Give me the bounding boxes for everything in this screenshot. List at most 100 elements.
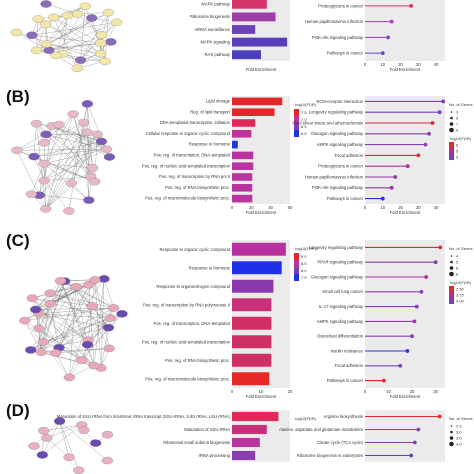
bar-chart: Maturation of SSU-rRNA from tricistronic… [57,410,317,462]
network-node [28,442,40,450]
network-node [44,300,56,308]
legend-level: 7.5 [301,110,307,115]
network-edge [34,141,102,157]
network-node [38,176,50,185]
legend-size-label: 3.5 [456,436,462,441]
legend-size-dot [449,266,454,270]
lollipop-point [405,164,410,169]
network-edge [58,307,114,348]
lollipop-point [430,121,435,125]
bar-category-label: Maturation of SSU-rRNA from tricistronic… [57,414,231,419]
lollipop-point [410,334,414,339]
network-edge [24,320,70,378]
legend-size-label: 4.0 [456,442,462,447]
network-node [103,344,115,353]
lollipop-category-label: Glucagon signaling pathway [311,274,364,279]
network-node [101,456,113,465]
lollipop-point [412,319,417,324]
panel-3: (D) Maturation of SSU-rRNA from tricistro… [6,401,473,474]
bar [232,151,254,160]
network-edge [45,141,102,209]
network-edge [87,307,114,341]
panel-letter: (C) [6,231,30,250]
lollipop-color-legend-title: -log10(FDR) [449,280,472,285]
legend-size-dot [449,122,454,126]
network-edge [44,122,84,143]
network-node [37,338,50,346]
legend-level: 8.5 [301,261,307,266]
network-edge [100,278,105,368]
network-edge [41,305,93,353]
network-edge [33,123,37,157]
bar-legend-title: -log10(FDR) [294,246,317,251]
network-node [11,146,23,155]
bar [232,261,282,275]
bar [232,108,275,116]
network-node [100,145,113,153]
network-node [116,310,128,318]
lollipop-chart: Arginine biosynthesis Alanine, aspartate … [279,410,473,462]
plot-background [365,0,445,61]
panel-0: MAPK pathway Ribosome biogenesis mRNA surv… [10,0,445,73]
lollipop-x-tick: 10 [386,389,391,394]
bar-category-label: Pos. reg. of RNA biosynthetic proc. [165,358,230,363]
network-node [50,51,62,60]
network-edge [60,280,95,366]
network-edge [50,284,89,305]
network-node [102,8,115,17]
network-node [63,373,76,382]
legend-size-dot [449,127,454,133]
network-node [81,128,93,137]
network-edge [44,113,74,143]
network-edge [71,134,98,184]
lollipop-category-label: ECM-receptor interaction [316,99,363,104]
legend-size-dot [450,430,453,434]
network-node [74,56,87,64]
lollipop-legend-title: No. of Genes [449,246,473,251]
network-edge [50,293,114,309]
network-edge [53,17,101,44]
bar-category-label: Lipid storage [206,98,231,103]
legend-size-dot [450,260,453,264]
network-node [40,130,52,139]
network-edge [87,317,111,341]
network-node [26,31,38,40]
bar-category-label: Ribosome biogenesis [190,14,230,19]
lollipop-category-label: Fluid shear stress and atherosclerosis [292,120,363,125]
network-node [38,139,50,147]
bar-chart: MAPK pathway Ribosome biogenesis mRNA surv… [190,0,290,72]
lollipop-category-label: Proteoglycans in cancer [318,3,363,8]
legend-size-dot [450,425,453,427]
lollipop-point [386,35,391,40]
lollipop-chart: ECM-receptor interaction Longevity regula… [292,96,473,215]
legend-swatch [449,148,454,154]
legend-level: 9.0 [301,254,307,259]
lollipop-x-tick: 30 [433,389,438,394]
bar [232,184,253,192]
legend-size-label: 3 [456,110,459,115]
legend-size-dot [449,441,454,447]
bar-chart: Response to organic cyclic compound Respo… [142,240,317,399]
network-edge [30,286,77,351]
bar-category-label: Pos. reg. of transcription, DNA-template… [154,321,231,326]
legend-size-dot [449,436,454,440]
bar-x-tick: 0 [231,389,234,394]
network-edge [59,124,107,150]
bar [232,353,272,367]
bar [232,25,256,34]
network-edge [58,284,89,348]
network-edge [39,141,102,196]
network-node [94,49,107,58]
network-edge [34,148,107,157]
bar-category-label: Response to organic cyclic compound [159,247,230,252]
network-node [10,28,22,37]
lollipop-category-label: Pathways in cancer [327,378,364,383]
lollipop-point [416,153,421,158]
network-edge [55,352,70,378]
network-edge [16,150,46,209]
network-edge [46,424,82,439]
network-edge [46,15,68,45]
legend-level: 7.5 [301,275,307,280]
lollipop-category-label: Osteoclast differentiation [317,334,364,339]
